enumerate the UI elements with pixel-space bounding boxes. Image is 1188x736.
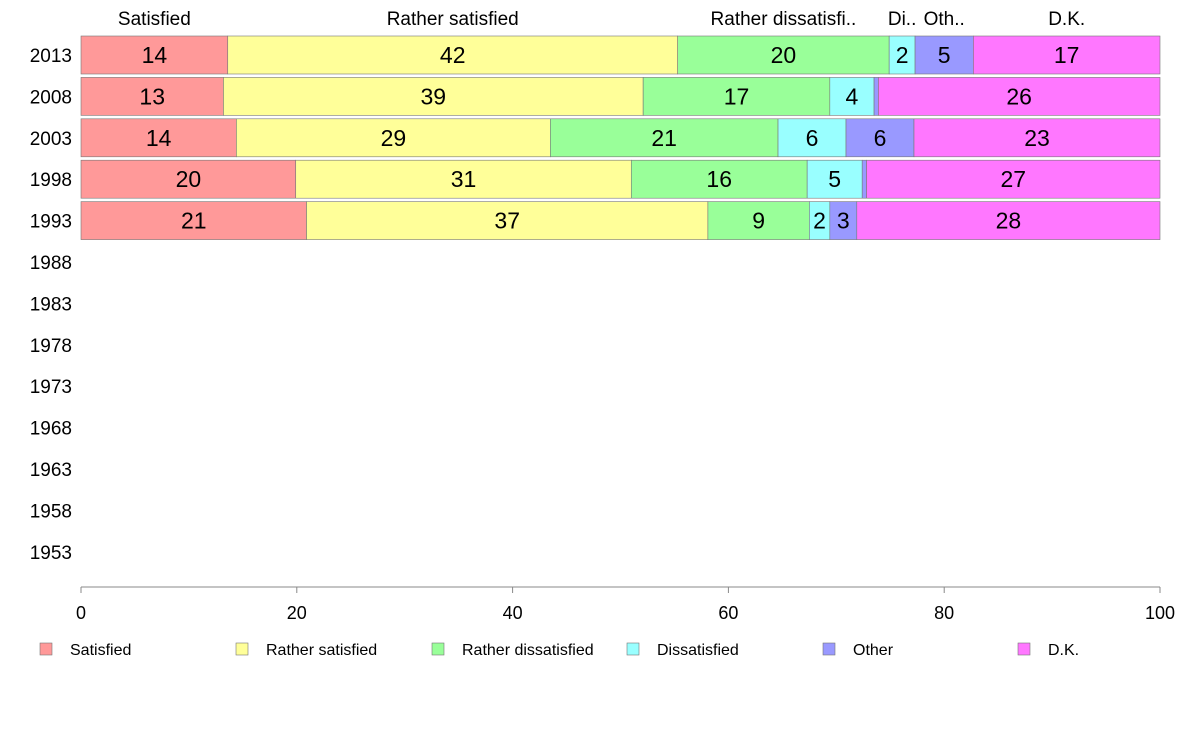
bar-value-label: 23 xyxy=(1024,125,1050,151)
category-label-2003: 2003 xyxy=(30,129,72,150)
x-tick-label: 40 xyxy=(503,603,523,623)
bar-1993-satisfied xyxy=(80,201,307,240)
bar-1993-other xyxy=(829,201,858,240)
bar-value-label: 37 xyxy=(494,208,520,234)
bar-1998-satisfied xyxy=(80,159,297,199)
bar-1998-rather-dissatisfied xyxy=(630,159,808,199)
bar-value-label: 16 xyxy=(706,166,732,192)
category-label-1953: 1953 xyxy=(30,543,72,564)
bar-2013-satisfied xyxy=(80,35,229,75)
bar-value-label: 3 xyxy=(837,208,850,234)
bar-value-label: 5 xyxy=(828,166,841,192)
bar-value-label: 17 xyxy=(724,83,750,109)
bar-1998-dissatisfied xyxy=(806,159,863,199)
top-series-label: Rather dissatisfi.. xyxy=(711,9,857,30)
x-tick-label: 20 xyxy=(287,603,307,623)
legend-swatch-rather-satisfied xyxy=(235,642,249,656)
bar-value-label: 42 xyxy=(440,42,466,68)
legend-label: Rather satisfied xyxy=(266,642,377,659)
category-label-1973: 1973 xyxy=(30,377,72,398)
bar-value-label: 14 xyxy=(142,42,168,68)
legend-swatch-d-k- xyxy=(1017,642,1031,656)
bar-value-label: 39 xyxy=(420,83,446,109)
bar-2008-rather-satisfied xyxy=(223,77,644,116)
top-series-label: D.K. xyxy=(1048,9,1085,30)
bar-1993-rather-dissatisfied xyxy=(707,201,810,240)
bar-2013-d-k- xyxy=(973,35,1161,75)
legend-swatch-rather-dissatisfied xyxy=(431,642,445,656)
bar-1993-d-k- xyxy=(856,201,1161,240)
bar-value-label: 4 xyxy=(846,83,859,109)
bar-value-label: 20 xyxy=(176,166,202,192)
bar-value-label: 28 xyxy=(996,208,1022,234)
legend-swatch-dissatisfied xyxy=(626,642,640,656)
bar-value-label: 20 xyxy=(771,42,797,68)
category-label-1983: 1983 xyxy=(30,294,72,315)
bar-value-label: 21 xyxy=(181,208,207,234)
legend-label: Satisfied xyxy=(70,642,131,659)
bar-1998-d-k- xyxy=(866,159,1161,199)
category-label-1993: 1993 xyxy=(30,212,72,233)
bar-1998-rather-satisfied xyxy=(295,159,632,199)
bar-2003-rather-satisfied xyxy=(236,118,551,158)
bar-value-label: 31 xyxy=(451,166,477,192)
bar-value-label: 5 xyxy=(938,42,951,68)
bar-value-label: 14 xyxy=(146,125,172,151)
bar-2013-rather-satisfied xyxy=(227,35,678,75)
legend-swatch-other xyxy=(822,642,836,656)
bar-value-label: 2 xyxy=(813,208,826,234)
category-label-1968: 1968 xyxy=(30,419,72,440)
bar-value-label: 2 xyxy=(896,42,909,68)
legend-label: Rather dissatisfied xyxy=(462,642,594,659)
bar-value-label: 17 xyxy=(1054,42,1080,68)
category-label-1978: 1978 xyxy=(30,336,72,357)
category-label-2008: 2008 xyxy=(30,87,72,108)
bar-2013-rather-dissatisfied xyxy=(677,35,890,75)
category-label-1958: 1958 xyxy=(30,501,72,522)
bar-2008-rather-dissatisfied xyxy=(642,77,831,116)
bar-2008-satisfied xyxy=(80,77,224,116)
bar-2003-rather-dissatisfied xyxy=(550,118,779,158)
category-label-1963: 1963 xyxy=(30,460,72,481)
bar-1998-other xyxy=(861,159,867,199)
legend-label: D.K. xyxy=(1048,642,1079,659)
legend-swatch-satisfied xyxy=(39,642,53,656)
x-tick-label: 60 xyxy=(718,603,738,623)
bar-value-label: 6 xyxy=(874,125,887,151)
category-label-1998: 1998 xyxy=(30,170,72,191)
bar-value-label: 6 xyxy=(806,125,819,151)
bar-2003-d-k- xyxy=(913,118,1161,158)
legend-label: Other xyxy=(853,642,894,659)
bar-value-label: 21 xyxy=(651,125,677,151)
x-tick-label: 0 xyxy=(76,603,86,623)
bar-value-label: 26 xyxy=(1006,83,1032,109)
bar-2008-dissatisfied xyxy=(829,77,875,116)
bar-value-label: 27 xyxy=(1000,166,1026,192)
bar-value-label: 29 xyxy=(381,125,407,151)
x-tick-label: 80 xyxy=(934,603,954,623)
top-series-label: Di.. xyxy=(888,9,917,30)
top-series-label: Satisfied xyxy=(118,9,191,30)
bar-2013-other xyxy=(914,35,974,75)
x-tick-label: 100 xyxy=(1145,603,1175,623)
bar-2008-d-k- xyxy=(878,77,1161,116)
top-series-label: Oth.. xyxy=(924,9,965,30)
bar-2008-other xyxy=(873,77,879,116)
bar-value-label: 13 xyxy=(139,83,165,109)
category-label-1988: 1988 xyxy=(30,253,72,274)
category-label-2013: 2013 xyxy=(30,46,72,67)
bar-2003-satisfied xyxy=(80,118,237,158)
top-series-label: Rather satisfied xyxy=(387,9,519,30)
bar-2003-other xyxy=(845,118,915,158)
bar-value-label: 9 xyxy=(752,208,765,234)
legend-label: Dissatisfied xyxy=(657,642,739,659)
